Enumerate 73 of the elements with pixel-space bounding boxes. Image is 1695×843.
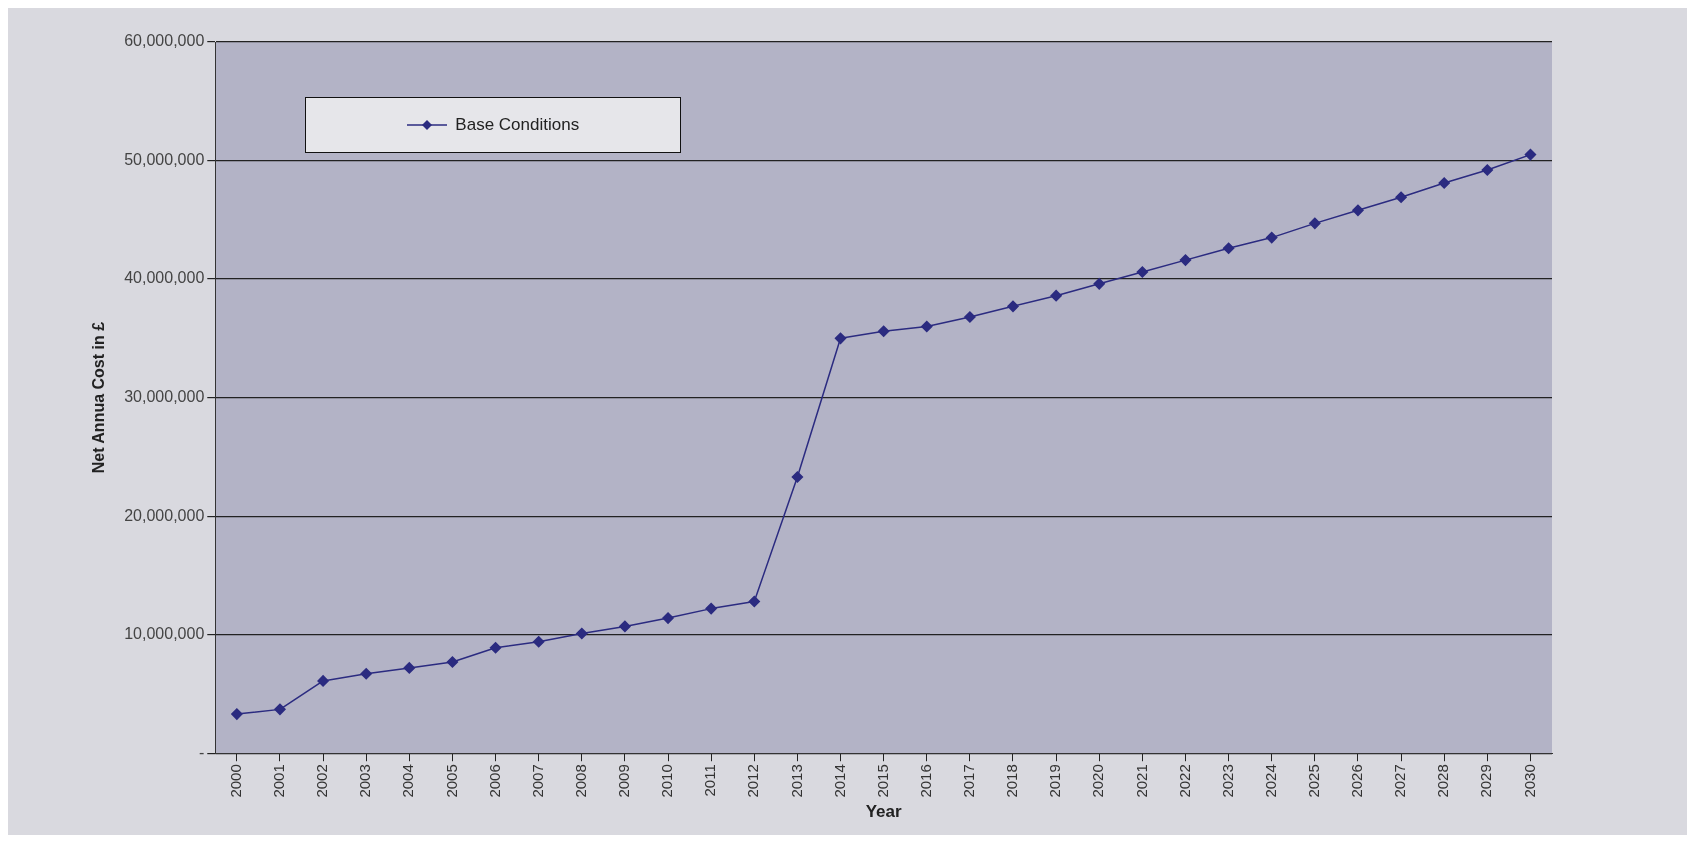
point (748, 595, 761, 608)
y-tick-label: 10,000,000 (124, 625, 205, 643)
x-tick-label: 2017 (960, 764, 978, 798)
point (1179, 254, 1192, 266)
legend-box: Base Conditions (305, 97, 682, 153)
x-tick-label: 2003 (356, 764, 374, 798)
point (964, 311, 976, 323)
point (1007, 300, 1019, 313)
point (877, 325, 890, 337)
point (1352, 204, 1364, 217)
x-tick-label: 2007 (528, 764, 546, 798)
x-tick-label: 2012 (744, 764, 762, 798)
x-tick-label: 2015 (873, 764, 891, 798)
point (1309, 217, 1321, 230)
x-tick-label: 2004 (399, 764, 417, 798)
x-tick-label: 2006 (485, 764, 503, 798)
point (1395, 191, 1407, 204)
x-tick-label: 2019 (1046, 764, 1064, 798)
x-tick-label: 2029 (1477, 764, 1495, 798)
y-axis-title: Net Annua Cost in £ (90, 321, 108, 474)
y-tick-label: 50,000,000 (124, 150, 205, 168)
x-tick-label: 2030 (1520, 764, 1538, 798)
x-tick-label: 2005 (442, 764, 460, 798)
point (403, 662, 416, 674)
point (1438, 177, 1450, 189)
point (834, 332, 847, 345)
point (274, 703, 286, 716)
x-tick-label: 2021 (1132, 764, 1150, 798)
point (231, 708, 243, 720)
point (360, 668, 372, 680)
x-tick-label: 2016 (916, 764, 934, 798)
x-tick-label: 2000 (226, 764, 244, 798)
point (1093, 278, 1105, 290)
x-tick-label: 2027 (1391, 764, 1409, 798)
point (1481, 164, 1494, 176)
x-tick-label: 2022 (1175, 764, 1193, 798)
point (489, 641, 502, 654)
point (317, 675, 329, 687)
x-tick-label: 2018 (1003, 764, 1021, 798)
x-tick-label: 2010 (658, 764, 676, 798)
y-tick-label: 60,000,000 (124, 32, 205, 50)
x-tick-label: 2026 (1348, 764, 1366, 798)
x-tick-label: 2023 (1218, 764, 1236, 798)
y-tick-label: - (198, 743, 205, 761)
x-tick-label: 2028 (1434, 764, 1452, 798)
x-tick-label: 2025 (1304, 764, 1322, 798)
x-tick-label: 2014 (830, 764, 848, 798)
x-axis-title: Year (865, 802, 902, 822)
x-tick-label: 2011 (701, 764, 719, 797)
y-tick-label: 40,000,000 (124, 269, 205, 287)
x-tick-label: 2024 (1261, 764, 1279, 798)
point (705, 602, 717, 615)
x-tick-label: 2009 (615, 764, 633, 798)
point (1222, 242, 1235, 255)
point (1136, 266, 1149, 278)
x-tick-label: 2020 (1089, 764, 1107, 798)
legend-label: Base Conditions (455, 115, 580, 135)
x-tick-label: 2013 (787, 764, 805, 798)
point (446, 656, 459, 668)
point (662, 612, 674, 624)
point (791, 471, 804, 483)
point (1050, 289, 1062, 302)
x-tick-label: 2002 (313, 764, 331, 798)
y-tick-label: 30,000,000 (124, 388, 205, 406)
x-tick-label: 2008 (571, 764, 589, 798)
point (921, 320, 933, 333)
point (1524, 148, 1537, 161)
point (532, 636, 545, 648)
x-tick-label: 2001 (270, 764, 288, 798)
point (576, 627, 588, 640)
point (1265, 231, 1278, 244)
point (619, 620, 631, 633)
y-tick-label: 20,000,000 (124, 506, 205, 524)
